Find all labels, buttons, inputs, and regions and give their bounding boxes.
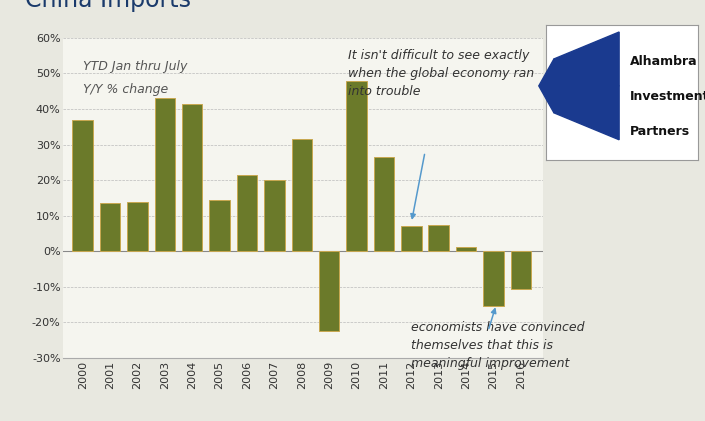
Bar <box>264 180 285 251</box>
Polygon shape <box>539 59 554 113</box>
Bar <box>319 251 339 331</box>
Bar <box>182 104 202 251</box>
Bar <box>291 139 312 251</box>
Bar <box>456 247 477 251</box>
Text: China Imports: China Imports <box>25 0 191 12</box>
Bar <box>99 203 121 251</box>
Text: YTD Jan thru July: YTD Jan thru July <box>82 60 187 73</box>
Bar <box>374 157 394 251</box>
Bar <box>483 251 504 306</box>
Bar <box>237 175 257 251</box>
Bar <box>510 251 531 288</box>
Bar <box>73 120 93 251</box>
Text: Partners: Partners <box>630 125 690 138</box>
Bar <box>401 226 422 251</box>
Bar <box>429 224 449 251</box>
Text: It isn't difficult to see exactly
when the global economy ran
into trouble: It isn't difficult to see exactly when t… <box>348 48 534 98</box>
Text: Alhambra: Alhambra <box>630 55 697 68</box>
Bar <box>209 200 230 251</box>
Text: economists have convinced
themselves that this is
meaningful improvement: economists have convinced themselves tha… <box>411 320 585 370</box>
Bar <box>346 80 367 251</box>
Bar <box>127 202 147 251</box>
Polygon shape <box>554 32 619 86</box>
Text: Investment: Investment <box>630 90 705 103</box>
Bar <box>154 99 175 251</box>
Text: Y/Y % change: Y/Y % change <box>82 83 168 96</box>
Polygon shape <box>554 86 619 140</box>
